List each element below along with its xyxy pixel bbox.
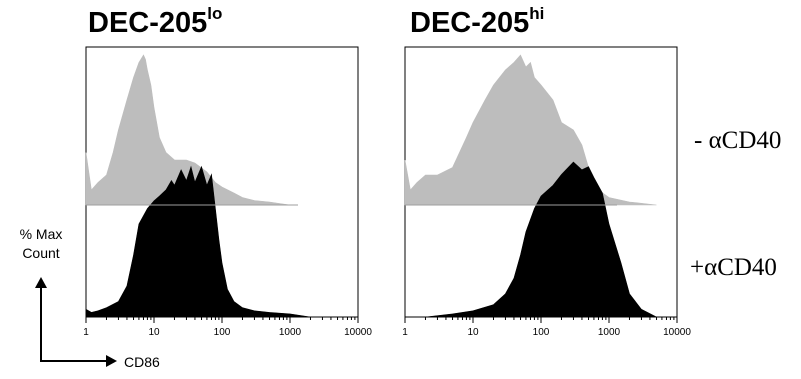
x-tick-label: 10 <box>148 327 160 338</box>
panel-1-title: DEC-205lo <box>88 4 223 40</box>
histogram-series-plus-acd40 <box>405 161 657 318</box>
histogram-series-minus-acd40 <box>85 54 291 206</box>
panel-2-title-superscript: hi <box>529 4 545 23</box>
histogram-panel-1: 1 10 100 1000 10000 <box>83 46 372 338</box>
x-tick-label: 1000 <box>279 327 302 338</box>
histogram-panel-2: 1 10 100 1000 10000 <box>402 46 691 338</box>
row-label-plus-acd40: +αCD40 <box>690 254 777 281</box>
x-tick-label: 1 <box>402 327 408 338</box>
histogram-series-minus-acd40 <box>404 54 657 206</box>
y-axis-label: % Max Count <box>10 225 72 263</box>
x-tick-label: 100 <box>214 327 231 338</box>
x-tick-label: 1 <box>83 327 89 338</box>
histogram-series-plus-acd40 <box>85 165 311 318</box>
x-tick-label: 10 <box>467 327 479 338</box>
y-axis-label-line2: Count <box>22 245 60 261</box>
x-axis-label: CD86 <box>124 354 160 370</box>
panel-1-title-superscript: lo <box>207 4 223 23</box>
panel-2-title-text: DEC-205 <box>410 7 530 39</box>
panel-2-title: DEC-205hi <box>410 4 545 40</box>
x-tick-label: 10000 <box>663 327 691 338</box>
axis-arrows <box>35 277 117 367</box>
y-axis-label-line1: % Max <box>19 226 63 242</box>
x-tick-label: 1000 <box>598 327 621 338</box>
x-tick-label: 10000 <box>344 327 372 338</box>
panel-1-title-text: DEC-205 <box>88 7 208 39</box>
row-label-minus-acd40: - αCD40 <box>694 127 782 154</box>
x-tick-label: 100 <box>533 327 550 338</box>
